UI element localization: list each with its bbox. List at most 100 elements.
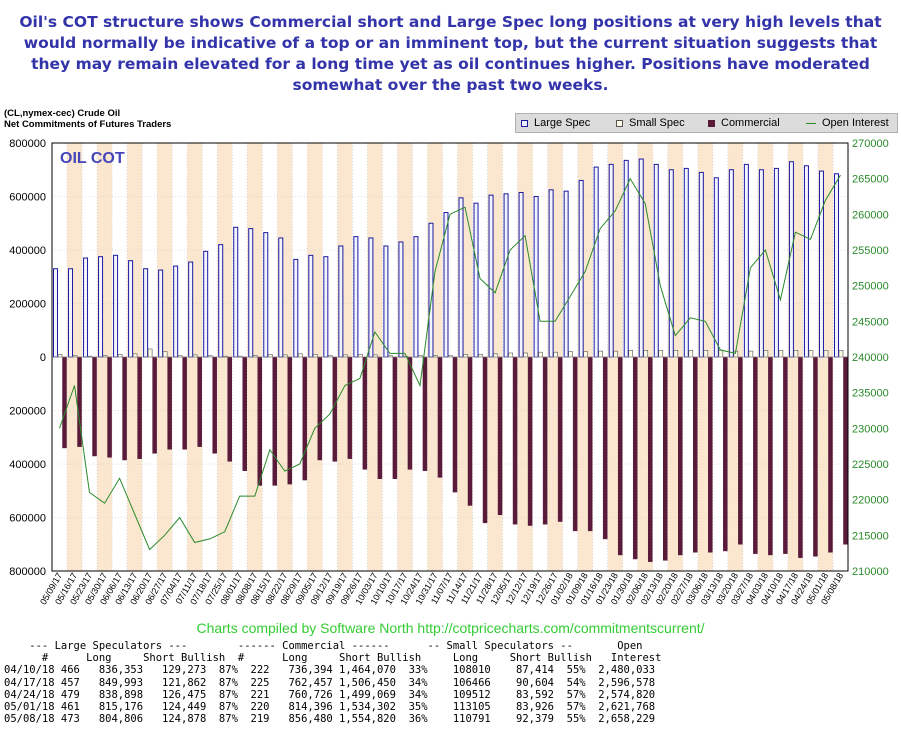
chart-legend: Large Spec Small Spec Commercial Open In…	[515, 113, 898, 133]
large-spec-bar	[53, 268, 58, 358]
commercial-bar	[392, 356, 398, 479]
small-spec-bar	[778, 350, 784, 358]
large-spec-bar	[293, 258, 299, 358]
table-header-columns: # Long Short Bullish # Long Short Bullis…	[4, 652, 662, 665]
commercial-bar	[828, 356, 833, 553]
large-spec-bar	[698, 171, 704, 358]
large-spec-bar	[458, 197, 464, 358]
y-right-tick-label: 225000	[852, 459, 889, 471]
large-spec-bar	[833, 173, 839, 358]
y-right-tick-label: 220000	[852, 495, 889, 507]
legend-item-commercial: Commercial	[708, 117, 780, 129]
credit-line: Charts compiled by Software North http:/…	[196, 620, 705, 636]
legend-item-large-spec: Large Spec	[521, 117, 590, 129]
small-spec-bar	[583, 351, 588, 358]
large-spec-bar	[308, 254, 314, 358]
large-spec-bar	[128, 260, 134, 358]
commercial-bar	[452, 356, 458, 493]
commercial-bar	[753, 356, 758, 554]
y-right-tick-label: 250000	[852, 281, 889, 293]
y-left-tick-label: 600000	[9, 513, 46, 525]
small-spec-bar	[553, 351, 558, 358]
large-spec-bar	[188, 261, 194, 358]
small-spec-bar	[658, 350, 664, 358]
commercial-bar	[843, 356, 848, 545]
open-interest-swatch	[806, 122, 816, 124]
commercial-bar	[723, 356, 728, 552]
commercial-swatch	[708, 119, 715, 127]
commercial-bar	[302, 356, 308, 481]
commercial-bar	[122, 356, 127, 461]
commercial-bar	[107, 356, 112, 458]
y-right-tick-label: 215000	[852, 530, 889, 542]
headline-commentary: Oil's COT structure shows Commercial sho…	[19, 13, 882, 94]
small-spec-bar	[117, 354, 123, 358]
commercial-bar	[783, 356, 788, 554]
large-spec-bar	[398, 241, 404, 358]
small-spec-bar	[57, 354, 63, 358]
commercial-bar	[467, 356, 473, 506]
commercial-bar	[738, 356, 743, 545]
small-spec-bar	[313, 354, 318, 358]
large-spec-bar	[338, 245, 344, 358]
large-spec-bar	[578, 179, 584, 358]
small-spec-bar	[463, 354, 468, 358]
commercial-bar	[422, 356, 428, 471]
legend-item-small-spec: Small Spec	[616, 117, 685, 129]
table-row: 05/08/18 473 804,806 124,878 87% 219 856…	[4, 713, 656, 726]
small-spec-bar	[343, 354, 348, 358]
commercial-bar	[663, 356, 668, 561]
commercial-bar	[512, 356, 518, 525]
small-spec-bar	[358, 354, 363, 358]
commercial-bar	[317, 356, 323, 461]
commercial-bar	[152, 356, 157, 454]
small-spec-bar	[688, 350, 694, 358]
large-spec-bar	[803, 165, 809, 358]
commercial-bar	[407, 356, 413, 470]
table-row: 04/10/18 466 836,353 129,273 87% 222 736…	[4, 664, 656, 677]
large-spec-bar	[503, 193, 509, 358]
small-spec-bar	[568, 351, 573, 358]
commercial-bar	[257, 356, 262, 486]
small-spec-bar	[808, 350, 814, 358]
y-left-tick-label: 0	[40, 352, 46, 364]
y-right-tick-label: 255000	[852, 245, 889, 257]
large-spec-bar	[638, 158, 644, 358]
y-left-tick-label: 200000	[9, 299, 46, 311]
large-spec-bar	[233, 226, 239, 358]
large-spec-bar	[263, 232, 269, 358]
commercial-bar	[813, 356, 818, 557]
large-spec-bar	[68, 268, 74, 358]
large-spec-bar	[98, 256, 104, 358]
small-spec-bar	[838, 350, 844, 358]
commercial-bar	[197, 356, 202, 447]
large-spec-bar	[653, 163, 659, 358]
large-spec-bar	[158, 269, 164, 358]
large-spec-bar	[668, 169, 674, 358]
small-spec-bar	[748, 350, 754, 358]
table-row: 05/01/18 461 815,176 124,449 87% 220 814…	[4, 701, 656, 714]
large-spec-bar	[473, 202, 479, 358]
small-spec-bar	[523, 352, 528, 358]
y-right-tick-label: 230000	[852, 423, 889, 435]
commercial-bar	[647, 356, 653, 562]
commercial-bar	[542, 356, 548, 525]
cot-chart: 800000 600000 400000 200000 0 200000 400000 600…	[9, 138, 889, 606]
large-spec-swatch	[521, 119, 528, 127]
small-spec-swatch	[616, 119, 623, 127]
small-spec-bar	[673, 350, 679, 358]
commercial-bar	[182, 356, 187, 450]
commercial-bar	[212, 356, 217, 454]
commercial-bar	[527, 356, 533, 526]
small-spec-bar	[267, 354, 273, 358]
commercial-bar	[272, 356, 278, 486]
small-spec-bar	[613, 350, 618, 358]
large-spec-bar	[173, 265, 179, 358]
large-spec-bar	[353, 236, 359, 358]
small-spec-bar	[478, 354, 483, 358]
large-spec-bar	[218, 244, 224, 358]
large-spec-bar	[728, 169, 734, 358]
small-spec-bar	[793, 350, 799, 358]
y-right-tick-label: 240000	[852, 352, 889, 364]
small-spec-bar	[763, 350, 769, 358]
